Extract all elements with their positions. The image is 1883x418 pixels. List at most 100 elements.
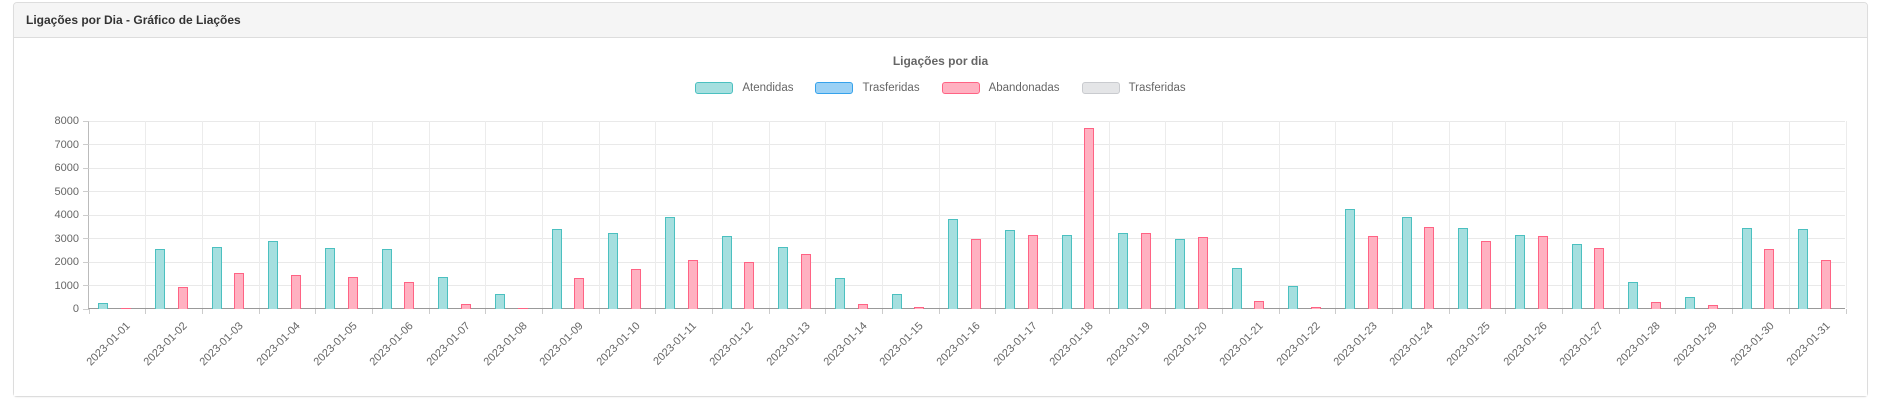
chart-panel: Ligações por Dia - Gráfico de Liações Li… bbox=[13, 2, 1868, 397]
bar-series-0 bbox=[1741, 227, 1752, 309]
legend-item-0[interactable]: Atendidas bbox=[695, 82, 793, 94]
chart-title: Ligações por dia bbox=[892, 54, 989, 68]
bar-series-2 bbox=[1084, 128, 1095, 309]
gridline-v bbox=[711, 121, 713, 308]
bar-series-0 bbox=[1231, 267, 1242, 309]
x-axis-tick bbox=[1675, 309, 1677, 314]
y-tick-label: 8000 bbox=[54, 115, 79, 127]
bar-series-0 bbox=[1798, 229, 1809, 309]
legend-item-1[interactable]: Trasferidas bbox=[815, 82, 920, 94]
gridline-h bbox=[89, 261, 1845, 263]
gridline-v bbox=[655, 121, 657, 308]
bar-series-2 bbox=[1254, 300, 1265, 309]
legend-swatch-icon bbox=[941, 82, 980, 94]
legend-label: Trasferidas bbox=[862, 82, 920, 94]
bar-series-2 bbox=[290, 274, 301, 309]
bar-series-0 bbox=[154, 249, 165, 309]
bar-series-0 bbox=[324, 247, 335, 309]
y-tick-label: 3000 bbox=[54, 232, 79, 245]
gridline-v bbox=[541, 121, 543, 308]
y-axis-tick bbox=[83, 308, 89, 310]
legend-item-3[interactable]: Trasferidas bbox=[1081, 82, 1186, 94]
bar-series-0 bbox=[494, 293, 505, 309]
bar-series-2 bbox=[234, 272, 245, 309]
y-tick-label: 0 bbox=[72, 303, 79, 315]
panel-header: Ligações por Dia - Gráfico de Liações bbox=[14, 3, 1867, 38]
x-axis-tick bbox=[315, 309, 317, 314]
bar-series-0 bbox=[778, 246, 789, 309]
bar-series-2 bbox=[971, 238, 981, 309]
bar-series-2 bbox=[177, 286, 188, 309]
x-axis-tick bbox=[1278, 309, 1280, 314]
x-axis-tick bbox=[1448, 309, 1450, 314]
gridline-h bbox=[89, 167, 1845, 169]
x-axis-tick bbox=[145, 309, 147, 314]
bar-series-2 bbox=[744, 262, 755, 309]
x-axis-tick bbox=[768, 309, 770, 314]
y-tick-label: 4000 bbox=[54, 209, 79, 221]
bar-series-0 bbox=[1628, 281, 1639, 309]
gridline-v bbox=[1845, 121, 1847, 308]
x-axis-tick bbox=[541, 309, 543, 314]
bar-series-2 bbox=[1707, 305, 1718, 309]
legend-label: Trasferidas bbox=[1128, 82, 1186, 94]
gridline-h bbox=[89, 285, 1845, 286]
bar-series-0 bbox=[1175, 238, 1186, 309]
gridline-v bbox=[485, 121, 487, 308]
x-axis-tick bbox=[881, 309, 883, 314]
gridline-h bbox=[89, 238, 1845, 239]
bar-series-2 bbox=[1027, 234, 1038, 309]
panel-body: Ligações por dia Atendidas Trasferidas Aba… bbox=[14, 38, 1867, 396]
bar-series-0 bbox=[211, 246, 222, 309]
bar-series-0 bbox=[551, 229, 562, 309]
panel-title: Ligações por Dia - Gráfico de Liações bbox=[26, 13, 241, 27]
y-tick-label: 7000 bbox=[54, 138, 79, 151]
bar-series-0 bbox=[1005, 230, 1015, 309]
x-axis-tick bbox=[1732, 309, 1734, 314]
bar-series-2 bbox=[800, 253, 811, 309]
y-axis-tick bbox=[83, 167, 89, 169]
bar-series-0 bbox=[1515, 234, 1526, 309]
x-axis-tick bbox=[428, 309, 430, 314]
gridline-v bbox=[768, 121, 770, 308]
bar-series-2 bbox=[857, 304, 868, 309]
bar-series-0 bbox=[664, 217, 675, 309]
gridline-h bbox=[89, 191, 1845, 192]
plot-area: 0 1000 2000 3000 4000 5000 6000 7000 8000 2023-01… bbox=[55, 115, 1847, 368]
chart-legend: Atendidas Trasferidas Abandonadas Trasferid… bbox=[14, 82, 1867, 94]
gridline-v bbox=[1505, 121, 1507, 308]
bar-series-2 bbox=[517, 307, 528, 309]
legend-item-2[interactable]: Abandonadas bbox=[941, 82, 1060, 94]
y-axis-tick bbox=[83, 120, 89, 122]
y-axis-tick bbox=[83, 214, 89, 216]
y-axis-tick bbox=[83, 191, 89, 192]
x-axis-tick bbox=[938, 309, 940, 314]
x-axis-tick bbox=[1335, 309, 1337, 314]
gridline-v bbox=[1165, 121, 1167, 308]
x-axis-tick bbox=[598, 309, 600, 314]
x-axis-tick bbox=[485, 309, 487, 314]
x-axis-tick bbox=[1108, 309, 1110, 314]
bar-series-0 bbox=[1061, 234, 1072, 309]
bar-series-2 bbox=[460, 304, 471, 309]
gridline-v bbox=[201, 121, 203, 308]
y-axis-tick bbox=[83, 238, 89, 239]
bar-series-2 bbox=[1197, 237, 1208, 309]
bar-series-0 bbox=[1345, 209, 1356, 309]
x-axis-tick bbox=[711, 309, 713, 314]
bar-series-2 bbox=[1764, 249, 1775, 309]
gridline-v bbox=[258, 121, 260, 308]
bar-series-0 bbox=[438, 277, 449, 309]
x-axis-tick bbox=[1222, 309, 1224, 314]
x-axis-tick bbox=[995, 309, 997, 314]
x-axis-tick bbox=[655, 309, 657, 314]
y-axis-tick bbox=[83, 285, 89, 286]
bar-series-2 bbox=[404, 281, 415, 309]
x-axis-tick bbox=[1845, 309, 1847, 314]
x-axis-tick bbox=[88, 309, 90, 314]
gridline-v bbox=[1335, 121, 1337, 308]
gridline-h bbox=[89, 144, 1845, 145]
x-axis-tick bbox=[1618, 309, 1620, 314]
legend-swatch-icon bbox=[695, 82, 734, 94]
y-axis-tick bbox=[83, 144, 89, 145]
